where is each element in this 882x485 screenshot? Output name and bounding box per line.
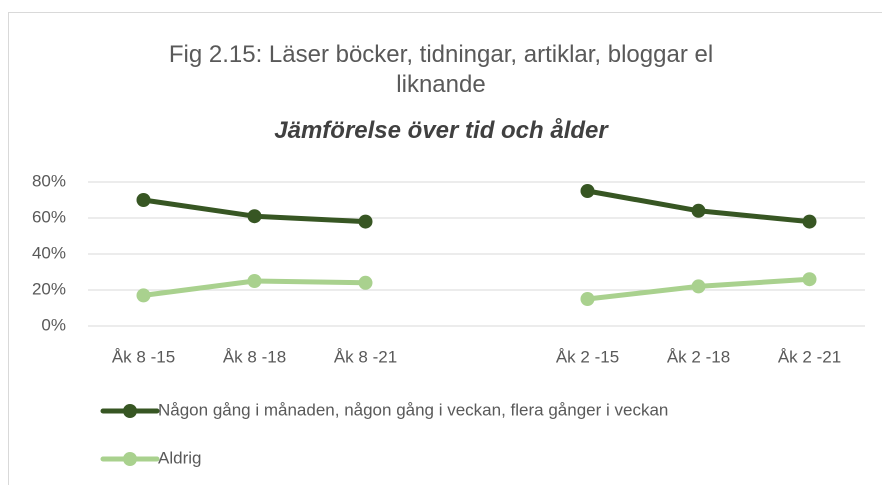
series-line <box>141 276 812 302</box>
point-marker <box>247 209 262 224</box>
point-marker <box>802 272 817 287</box>
point-marker <box>136 193 151 207</box>
series-line <box>141 188 812 225</box>
point-marker <box>358 275 373 290</box>
point-marker <box>247 274 262 288</box>
legend-label: Aldrig <box>158 448 201 467</box>
x-tick-label: Åk 8 -18 <box>223 347 286 366</box>
y-tick-label: 80% <box>32 171 66 190</box>
x-tick-label: Åk 8 -15 <box>112 347 175 366</box>
chart-border <box>8 12 882 485</box>
chart-subtitle: Jämförelse över tid och ålder <box>274 117 608 144</box>
y-tick-label: 0% <box>41 315 66 334</box>
legend-marker <box>123 452 137 466</box>
y-tick-label: 40% <box>32 243 66 262</box>
y-tick-label: 60% <box>32 207 66 226</box>
point-marker <box>580 292 595 306</box>
x-tick-label: Åk 8 -21 <box>334 347 397 366</box>
point-marker <box>358 214 373 229</box>
point-marker <box>136 288 151 303</box>
point-marker <box>691 279 706 294</box>
x-tick-label: Åk 2 -21 <box>778 347 841 366</box>
legend-label: Någon gång i månaden, någon gång i vecka… <box>158 400 668 419</box>
y-tick-label: 20% <box>32 279 66 298</box>
legend-marker <box>123 404 137 418</box>
x-tick-label: Åk 2 -18 <box>667 347 730 366</box>
chart-title: Fig 2.15: Läser böcker, tidningar, artik… <box>168 41 714 98</box>
point-marker <box>802 214 817 229</box>
point-marker <box>691 203 706 218</box>
x-tick-label: Åk 2 -15 <box>556 347 619 366</box>
point-marker <box>580 184 595 198</box>
